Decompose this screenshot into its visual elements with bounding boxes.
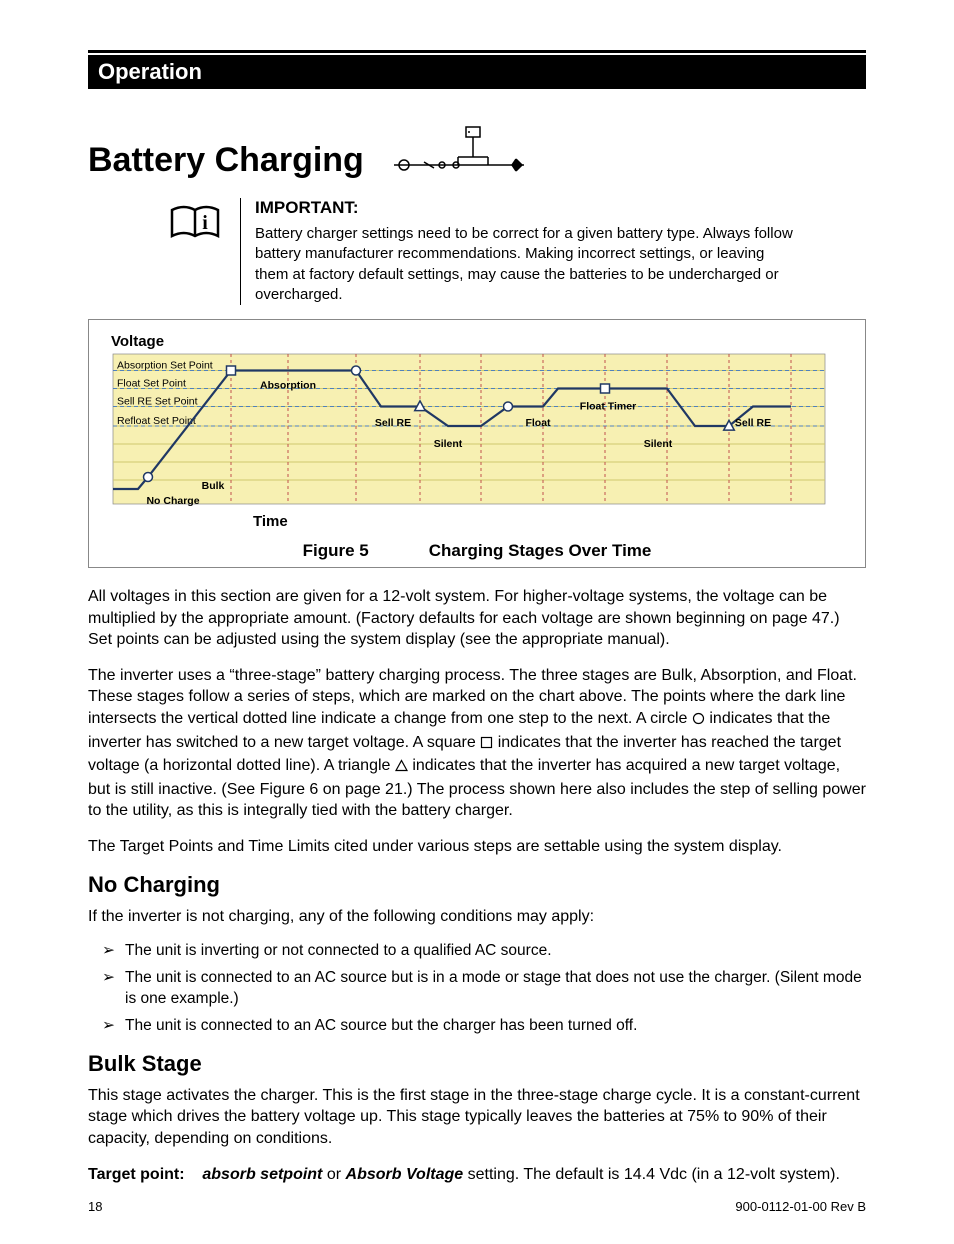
info-book-icon: i <box>168 198 222 247</box>
svg-text:Silent: Silent <box>644 438 673 450</box>
svg-text:Silent: Silent <box>434 438 463 450</box>
bulk-stage-p1: This stage activates the charger. This i… <box>88 1085 866 1150</box>
svg-text:Sell RE: Sell RE <box>375 417 411 429</box>
bullet-arrow-icon: ➢ <box>102 968 115 1010</box>
paragraph-3: The Target Points and Time Limits cited … <box>88 836 866 858</box>
bullet-text: The unit is inverting or not connected t… <box>125 941 552 962</box>
svg-text:Sell RE: Sell RE <box>735 417 771 429</box>
doc-id: 900-0112-01-00 Rev B <box>735 1199 866 1214</box>
no-charging-heading: No Charging <box>88 872 866 898</box>
svg-text:Float: Float <box>525 417 551 429</box>
bullet-item: ➢The unit is connected to an AC source b… <box>94 968 866 1010</box>
square-icon <box>480 734 493 756</box>
paragraph-2: The inverter uses a “three-stage” batter… <box>88 665 866 822</box>
chart-svg: Voltage Absorption Set Point Float Set Poi… <box>99 330 839 530</box>
target-mid: or <box>327 1166 346 1183</box>
no-charging-bullets: ➢ The unit is inverting or not connected … <box>94 941 866 1037</box>
svg-text:Sell RE Set Point: Sell RE Set Point <box>117 396 198 408</box>
target-i2: Absorb Voltage <box>346 1166 464 1183</box>
bullet-text: The unit is connected to an AC source bu… <box>125 1016 637 1037</box>
svg-text:Voltage: Voltage <box>111 333 164 350</box>
page-footer: 18 900-0112-01-00 Rev B <box>88 1199 866 1214</box>
charging-chart: Voltage Absorption Set Point Float Set Poi… <box>88 319 866 568</box>
page-title: Battery Charging <box>88 141 364 180</box>
bullet-arrow-icon: ➢ <box>102 941 115 962</box>
figure-title: Charging Stages Over Time <box>429 541 652 560</box>
figure-number: Figure 5 <box>303 541 369 560</box>
target-rest: setting. The default is 14.4 Vdc (in a 1… <box>468 1166 840 1183</box>
svg-text:Bulk: Bulk <box>202 480 225 492</box>
charging-circuit-icon <box>384 125 534 180</box>
important-callout: i IMPORTANT: Battery charger settings ne… <box>168 198 866 305</box>
important-label: IMPORTANT: <box>255 198 800 218</box>
svg-text:Float Set Point: Float Set Point <box>117 378 186 390</box>
important-body: IMPORTANT: Battery charger settings need… <box>240 198 800 305</box>
svg-text:No Charge: No Charge <box>146 495 199 507</box>
bullet-item: ➢ The unit is connected to an AC source b… <box>94 1016 866 1037</box>
page: Operation Battery Charging <box>0 0 954 1244</box>
no-charging-intro: If the inverter is not charging, any of … <box>88 906 866 928</box>
svg-text:Float Timer: Float Timer <box>580 401 636 413</box>
svg-text:Time: Time <box>253 513 288 530</box>
paragraph-1: All voltages in this section are given f… <box>88 586 866 651</box>
target-label: Target point: <box>88 1166 185 1183</box>
top-rule <box>88 50 866 53</box>
svg-text:Absorption: Absorption <box>260 380 316 392</box>
bullet-text: The unit is connected to an AC source bu… <box>125 968 866 1010</box>
bullet-item: ➢ The unit is inverting or not connected … <box>94 941 866 962</box>
bulk-stage-heading: Bulk Stage <box>88 1051 866 1077</box>
triangle-icon <box>395 757 408 779</box>
important-text: Battery charger settings need to be corr… <box>255 224 800 305</box>
svg-text:Refloat Set Point: Refloat Set Point <box>117 415 196 427</box>
chart-caption: Figure 5 Charging Stages Over Time <box>99 541 855 561</box>
bullet-arrow-icon: ➢ <box>102 1016 115 1037</box>
svg-text:Absorption Set Point: Absorption Set Point <box>117 360 213 372</box>
section-bar: Operation <box>88 55 866 89</box>
target-i1: absorb setpoint <box>202 1166 322 1183</box>
title-row: Battery Charging <box>88 125 866 180</box>
bulk-stage-target: Target point: absorb setpoint or Absorb … <box>88 1164 866 1186</box>
circle-icon <box>692 710 705 732</box>
page-number: 18 <box>88 1199 102 1214</box>
svg-text:i: i <box>202 212 208 234</box>
